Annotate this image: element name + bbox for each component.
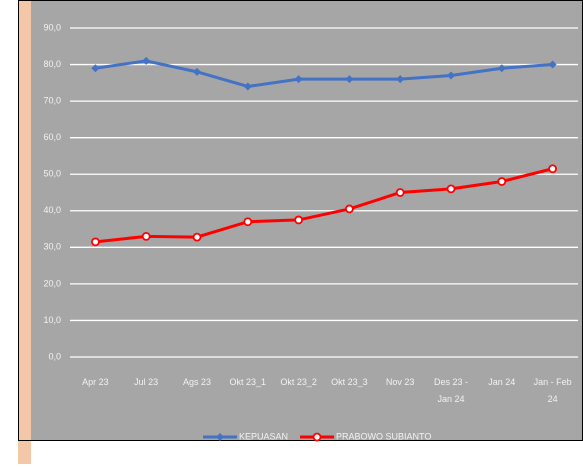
x-tick-label: Okt 23_1 (229, 377, 267, 387)
y-tick-label: 0,0 (48, 351, 61, 361)
point-marker (243, 217, 253, 227)
point-marker (294, 215, 304, 225)
point-marker (193, 67, 201, 76)
y-tick-label: 50,0 (43, 169, 61, 179)
x-tick-label: Jan 24 (488, 377, 516, 387)
x-tick-label: Okt 23_3 (331, 377, 368, 387)
series-line (95, 59, 553, 89)
point-marker (497, 64, 506, 73)
point-marker (91, 237, 100, 247)
point-marker (345, 75, 354, 84)
y-tick-label: 90,0 (43, 22, 61, 32)
point-marker (344, 204, 354, 214)
y-tick-label: 20,0 (43, 278, 61, 288)
x-tick-label: Ags 23 (182, 377, 212, 387)
x-tick-label: Okt 23_2 (280, 377, 317, 387)
x-tick-label: Nov 23 (385, 377, 415, 387)
point-marker (395, 188, 405, 197)
x-tick-label: Des 23 - Jan 24 (433, 377, 468, 404)
legend-label: KEPUASAN (239, 431, 288, 441)
point-marker (192, 232, 202, 242)
y-tick-label: 30,0 (43, 242, 61, 252)
x-tick-label: Jan - Feb 24 (533, 377, 572, 404)
y-tick-label: 10,0 (43, 315, 61, 325)
point-marker (294, 75, 303, 84)
x-tick-label: Jul 23 (134, 377, 159, 387)
y-tick-label: 70,0 (43, 95, 61, 105)
legend-marker (312, 432, 322, 442)
x-tick-label: Apr 23 (82, 377, 109, 387)
legend-label: PRABOWO SUBIANTO (336, 431, 431, 441)
series-line (95, 167, 553, 244)
point-marker (446, 184, 456, 194)
plot-background (31, 0, 583, 440)
point-marker (396, 75, 405, 84)
point-marker (243, 82, 252, 91)
legend-marker (216, 433, 224, 441)
point-marker (91, 64, 100, 73)
point-marker (141, 231, 151, 241)
y-tick-label: 80,0 (43, 59, 61, 69)
side-strip (18, 0, 31, 464)
point-marker (447, 71, 455, 80)
point-marker (548, 164, 557, 174)
point-marker (142, 56, 151, 65)
y-tick-label: 40,0 (43, 205, 61, 215)
point-marker (497, 177, 507, 186)
point-marker (548, 60, 557, 69)
y-tick-label: 60,0 (43, 132, 61, 142)
